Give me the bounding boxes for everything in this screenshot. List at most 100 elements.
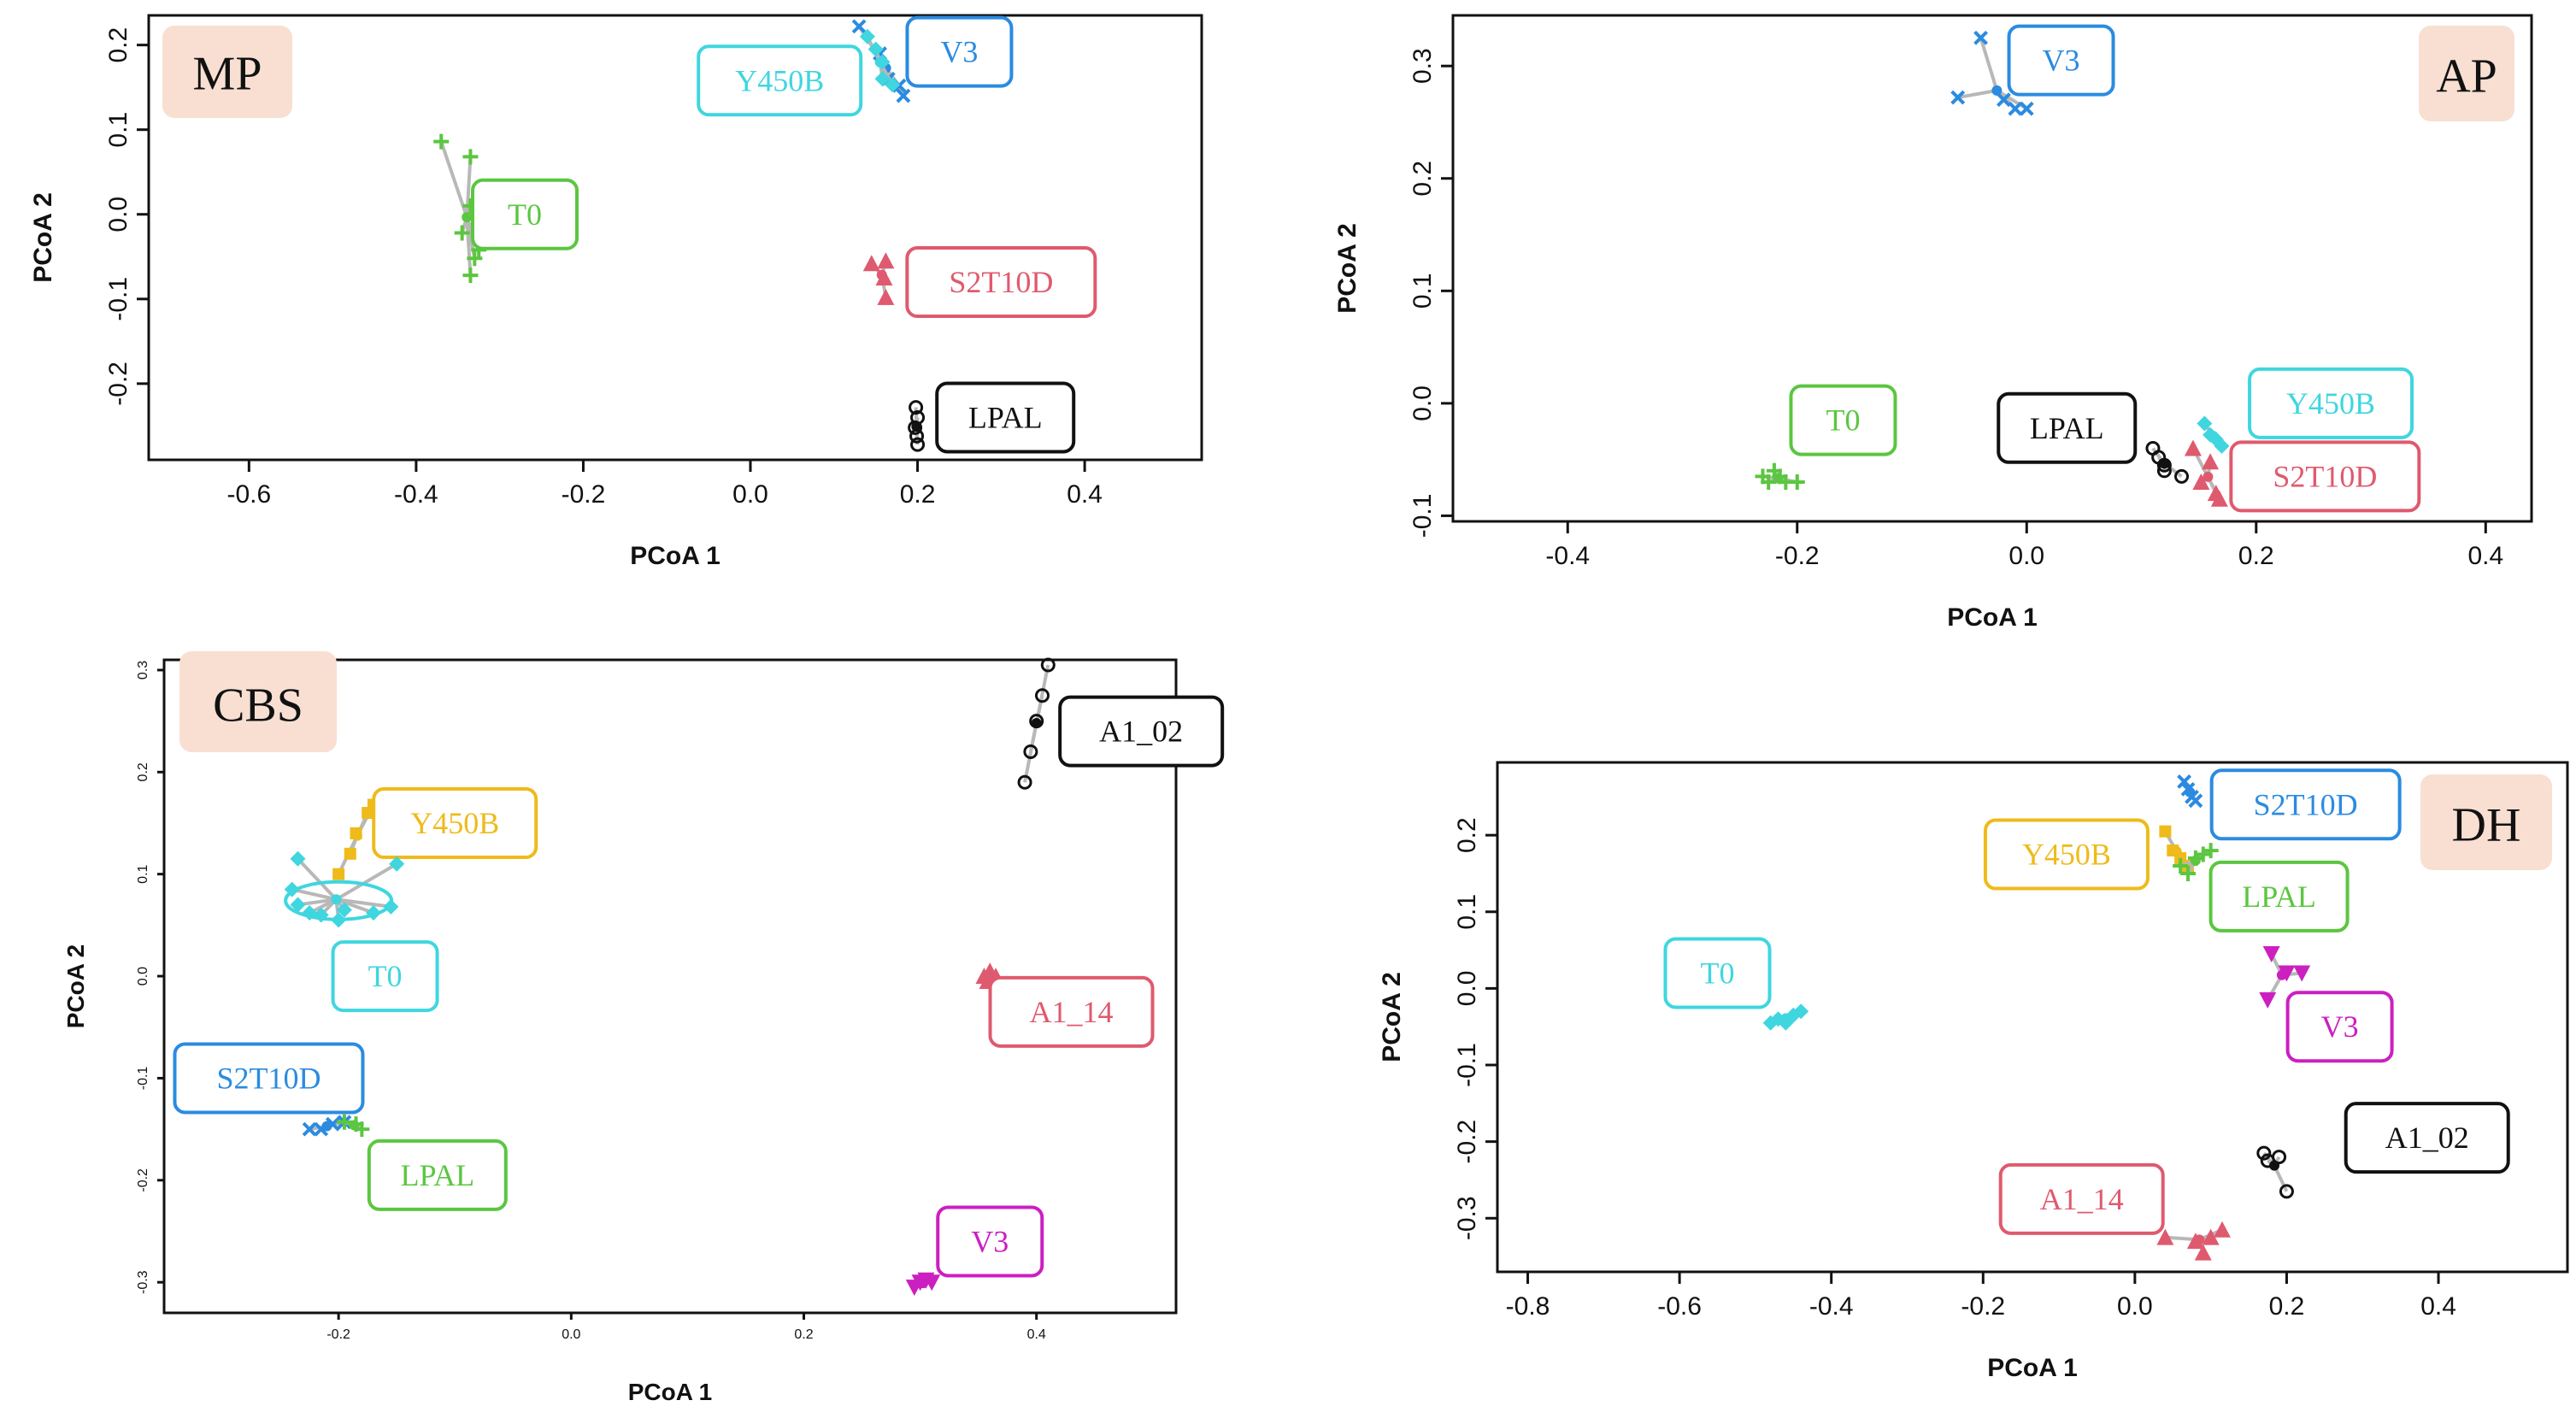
data-point	[336, 902, 352, 918]
centroid	[2276, 969, 2287, 980]
centroid	[874, 56, 885, 68]
series-T0: T0	[1663, 937, 1809, 1031]
data-point	[290, 850, 306, 867]
series-S2T10D: S2T10D	[173, 1042, 365, 1137]
spider-line	[297, 857, 338, 901]
series-label-box	[2209, 768, 2402, 841]
x-tick-label: 0.2	[2238, 542, 2274, 570]
data-point	[862, 255, 880, 272]
panel-title: CBS	[213, 679, 303, 732]
series-label-box	[173, 1042, 365, 1115]
x-tick-label: 0.4	[2467, 542, 2503, 570]
x-tick-label: 0.2	[900, 480, 936, 509]
series-LPAL: LPAL	[1997, 391, 2190, 484]
panel-ap: -0.4 -0.2 0.0 0.2 0.4 -0.1 0.0 0.1 0.2 0.3 PCoA 1 P…	[1333, 14, 2533, 632]
series-label-box	[697, 44, 863, 117]
panel-mp: -0.6 -0.4 -0.2 0.0 0.2 0.4 -0.2 -0.1 0.0 0.1 0.2 PC…	[29, 14, 1203, 570]
data-point	[2202, 1228, 2220, 1245]
centroid	[1780, 1013, 1791, 1024]
series-label-box	[1998, 1162, 2165, 1235]
x-tick-label: 0.2	[2269, 1292, 2305, 1321]
x-tick-label: -0.6	[226, 480, 271, 509]
y-tick-label: -0.2	[136, 1168, 150, 1192]
spider-line	[439, 140, 469, 218]
centroid	[2185, 786, 2196, 797]
series-label-box	[2285, 991, 2394, 1063]
y-tick-label: -0.1	[1409, 494, 1437, 538]
data-point	[2272, 1150, 2287, 1165]
data-point	[389, 856, 405, 872]
series-label: T0	[1826, 403, 1860, 438]
centroid	[462, 212, 473, 223]
data-point	[1950, 90, 1966, 105]
data-point	[462, 268, 479, 284]
centroid	[1991, 85, 2003, 96]
y-tick-label: 0.1	[136, 864, 150, 883]
series-label-box	[1663, 937, 1772, 1009]
spider-line	[1957, 88, 1997, 100]
y-tick-label: -0.1	[136, 1067, 150, 1091]
data-point	[877, 252, 895, 269]
y-axis-label: PCoA 2	[62, 944, 89, 1029]
series-A1_02: A1_02	[1017, 657, 1225, 790]
series-label: S2T10D	[949, 265, 1053, 299]
x-tick-label: 0.0	[562, 1327, 580, 1342]
series-V3: V3	[2259, 946, 2394, 1063]
series-label-box	[2248, 367, 2414, 439]
y-tick-label: 0.3	[1409, 48, 1437, 84]
data-point	[2192, 473, 2210, 490]
centroid	[351, 830, 362, 841]
plot-frame-cbs	[162, 658, 1178, 1315]
data-point	[433, 133, 450, 150]
y-tick-label: -0.1	[1453, 1043, 1481, 1087]
data-point	[462, 149, 479, 165]
series-label-box	[905, 246, 1097, 318]
series-label-box	[1789, 384, 1897, 456]
y-tick-label: 0.0	[1453, 971, 1481, 1007]
x-tick-label: -0.4	[1545, 542, 1590, 570]
data-point	[877, 288, 895, 305]
panel-title-badge	[2419, 26, 2514, 121]
plot-frame-mp	[147, 14, 1203, 462]
series-label: V3	[940, 35, 978, 69]
series-label-box	[936, 1205, 1044, 1278]
data-point	[1023, 744, 1038, 759]
series-label: Y450B	[2286, 386, 2375, 421]
spider-line	[291, 887, 337, 902]
series-T0: T0	[433, 133, 579, 284]
series-label-box	[1983, 818, 2150, 891]
panel-title-badge	[162, 26, 292, 118]
series-label: V3	[2043, 44, 2080, 78]
data-point	[874, 71, 891, 87]
series-label: S2T10D	[2273, 459, 2377, 493]
series-label: A1_02	[1099, 715, 1183, 749]
data-point	[1789, 474, 1805, 490]
series-Y450B: Y450B	[332, 787, 538, 880]
y-tick-label: 0.1	[1453, 894, 1481, 930]
series-label: A1_14	[1030, 995, 1114, 1029]
data-point	[454, 225, 470, 241]
data-point	[885, 77, 901, 93]
x-tick-label: 0.0	[2008, 542, 2044, 570]
spider-line	[336, 897, 391, 909]
data-point	[909, 400, 924, 415]
series-label-box	[2229, 440, 2421, 513]
series-label-box	[935, 381, 1076, 454]
data-point	[332, 868, 345, 880]
data-point	[2019, 101, 2034, 116]
series-label: Y450B	[735, 63, 824, 97]
series-label: V3	[971, 1224, 1009, 1258]
series-S2T10D: S2T10D	[2177, 768, 2402, 841]
data-point	[923, 1274, 941, 1291]
data-point	[2214, 438, 2230, 454]
series-LPAL: LPAL	[2173, 843, 2350, 933]
y-tick-label: -0.3	[136, 1270, 150, 1294]
series-V3: V3	[905, 1205, 1044, 1297]
panel-dh: -0.8 -0.6 -0.4 -0.2 0.0 0.2 0.4 -0.3 -0.2 -0.1 0.0…	[1378, 761, 2569, 1382]
data-point	[2279, 1184, 2294, 1199]
data-point	[302, 1121, 317, 1137]
data-point	[1034, 688, 1050, 703]
data-point	[2262, 946, 2280, 963]
data-point	[2213, 1221, 2231, 1238]
centroid	[331, 894, 342, 905]
